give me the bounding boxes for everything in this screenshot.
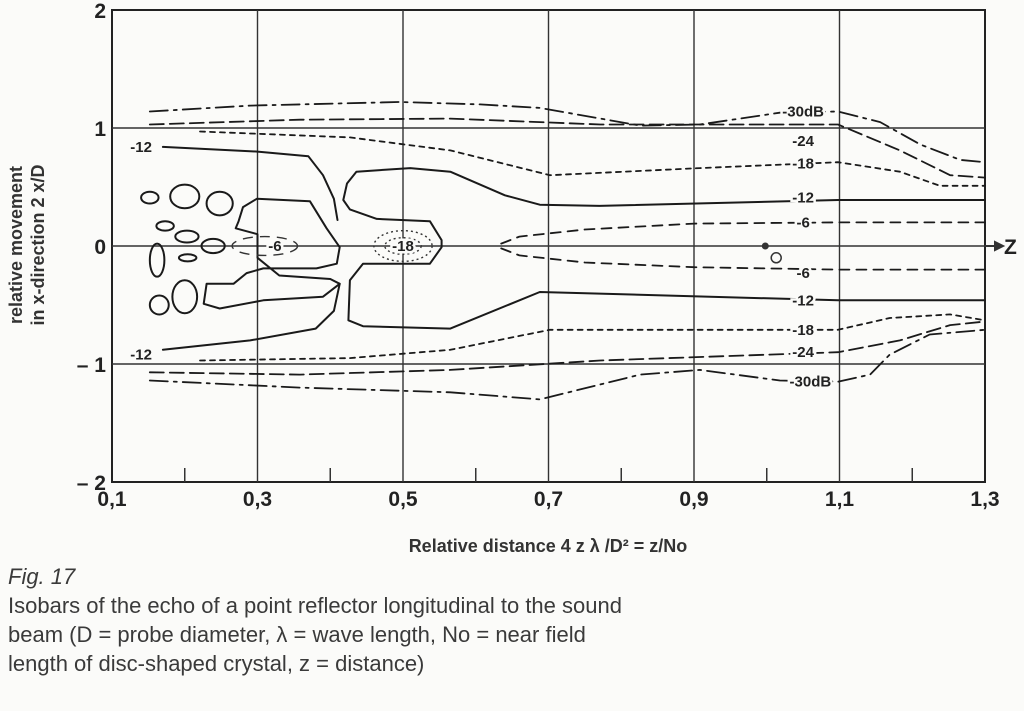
contour-label: -12	[130, 139, 152, 156]
contour-label: -18	[392, 238, 414, 255]
x-tick-label: 1,3	[970, 488, 999, 511]
x-tick-label: 0,1	[97, 488, 127, 511]
y-tick-label: 0	[94, 236, 106, 259]
x-tick-label: 1,1	[825, 488, 855, 511]
y-tick-label: 2	[94, 0, 106, 23]
caption-line: Isobars of the echo of a point reflector…	[8, 593, 622, 618]
y-axis-label-line1: relative movement	[6, 166, 26, 324]
contour-ring-18db	[384, 237, 422, 255]
contour-ring-6db	[231, 235, 299, 257]
contour-label: -12	[792, 292, 814, 309]
contour-label: -6	[796, 214, 809, 231]
y-axis-label-line2: in x-direction 2 x/D	[28, 164, 48, 325]
contour-line-6db	[500, 247, 986, 271]
reflector-circle-marker	[770, 252, 782, 264]
contour-line-6db	[500, 221, 986, 245]
contour-label: -30dB	[782, 103, 824, 120]
side-lobe-contour	[200, 237, 226, 255]
contour-line-12db	[161, 145, 339, 221]
x-axis-label: Relative distance 4 z λ /D² = z/No	[409, 536, 688, 556]
y-tick-label: – 1	[77, 354, 107, 377]
contour-line-24db	[148, 117, 986, 179]
contour-line-30db	[148, 328, 986, 401]
side-lobe-contour	[171, 279, 199, 315]
contour-line-12db	[342, 167, 986, 330]
contour-label: -12	[792, 190, 814, 207]
caption-line: length of disc-shaped crystal, z = dista…	[8, 651, 425, 676]
contour-line-12db	[161, 282, 341, 351]
x-tick-label: 0,3	[243, 488, 272, 511]
contour-label: -24	[792, 133, 814, 150]
side-lobe-contour	[148, 242, 166, 278]
side-lobe-contour	[140, 190, 160, 205]
contour-line-18db	[199, 313, 986, 362]
z-axis-arrow-label: Z	[1004, 236, 1017, 259]
contour-label: -18	[792, 322, 814, 339]
side-lobe-contour	[205, 190, 234, 217]
contour-line-18db	[199, 130, 986, 187]
contour-ring-18db	[373, 229, 433, 263]
contour-line-24db	[148, 320, 986, 376]
contour-label: -6	[268, 238, 281, 255]
side-lobe-contour	[155, 220, 175, 232]
side-lobe-contour	[174, 229, 200, 244]
contour-line-12db	[202, 197, 341, 310]
grid	[111, 9, 1006, 483]
contour-labels: -30dB -24 -18 -12 -6 -6 -12 -18 -24 -30dB -12 -12 -6…	[128, 101, 834, 393]
isobar-contour-chart: -30dB -24 -18 -12 -6 -6 -12 -18 -24 -30dB -12 -12 -6…	[6, 0, 1017, 556]
contour-label: -18	[792, 155, 814, 172]
contour-label: -12	[130, 347, 152, 364]
x-tick-label: 0,5	[388, 488, 418, 511]
contour-label: -6	[796, 265, 809, 282]
side-lobe-contour	[148, 294, 170, 316]
contour-lines	[140, 101, 986, 401]
caption-line: beam (D = probe diameter, λ = wave lengt…	[8, 622, 586, 647]
side-lobe-contour	[169, 183, 201, 210]
y-tick-label: – 2	[77, 472, 106, 495]
reflector-dot-marker	[761, 242, 769, 250]
z-axis-arrow-icon	[985, 240, 1006, 252]
side-lobe-contour	[177, 253, 198, 263]
contour-label: -30dB	[790, 374, 832, 391]
figure-caption: Isobars of the echo of a point reflector…	[8, 591, 622, 678]
contour-label: -24	[792, 344, 814, 361]
x-tick-label: 0,7	[534, 488, 563, 511]
x-tick-label: 0,9	[679, 488, 708, 511]
tick-labels: 0,1 0,3 0,5 0,7 0,9 1,1 1,3 2 1 0 – 1 – 2	[77, 0, 1000, 511]
figure-number: Fig. 17	[8, 564, 76, 589]
y-tick-label: 1	[94, 118, 106, 141]
